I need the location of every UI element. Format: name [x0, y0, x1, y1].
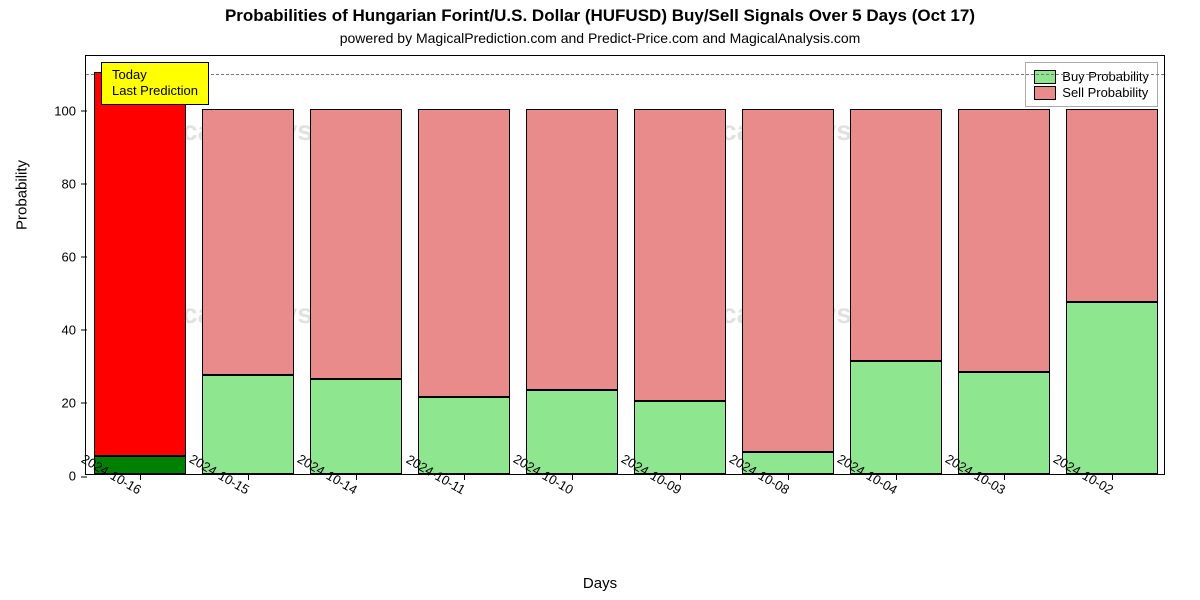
bar-slot: [202, 56, 295, 474]
bar-slot: [94, 56, 187, 474]
bar-slot: [634, 56, 727, 474]
bar-slot: [850, 56, 943, 474]
bar-slot: [310, 56, 403, 474]
bar-sell: [94, 72, 187, 455]
plot-area: Buy Probability Sell Probability 0204060…: [85, 55, 1165, 475]
y-tick-label: 60: [62, 249, 86, 264]
annotation-line1: Today: [112, 67, 198, 83]
bar-sell: [310, 109, 403, 379]
y-tick-label: 80: [62, 176, 86, 191]
bar-buy: [1066, 302, 1159, 474]
today-annotation: TodayLast Prediction: [101, 62, 209, 105]
bar-sell: [634, 109, 727, 401]
bar-slot: [1066, 56, 1159, 474]
bar-sell: [202, 109, 295, 376]
bar-sell: [850, 109, 943, 361]
annotation-line2: Last Prediction: [112, 83, 198, 99]
bar-sell: [1066, 109, 1159, 303]
bar-slot: [526, 56, 619, 474]
y-tick-label: 0: [69, 469, 86, 484]
bar-sell: [526, 109, 619, 390]
chart-container: Probabilities of Hungarian Forint/U.S. D…: [0, 0, 1200, 600]
bar-slot: [958, 56, 1051, 474]
y-axis-label: Probability: [14, 160, 31, 230]
bar-slot: [742, 56, 835, 474]
y-tick-label: 40: [62, 322, 86, 337]
chart-subtitle: powered by MagicalPrediction.com and Pre…: [0, 30, 1200, 46]
bar-slot: [418, 56, 511, 474]
y-tick-label: 100: [54, 103, 86, 118]
chart-title: Probabilities of Hungarian Forint/U.S. D…: [0, 6, 1200, 26]
x-axis-label: Days: [0, 575, 1200, 592]
bar-sell: [742, 109, 835, 452]
y-tick-label: 20: [62, 395, 86, 410]
bar-sell: [418, 109, 511, 398]
bar-sell: [958, 109, 1051, 372]
